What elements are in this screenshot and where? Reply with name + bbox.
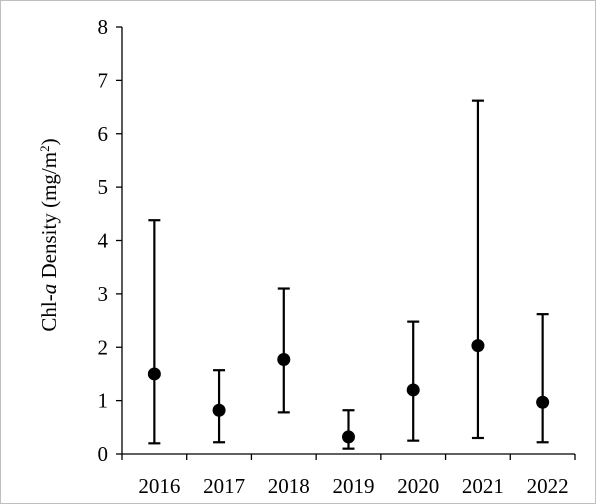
y-axis-label-rest: Density (mg/m bbox=[37, 152, 61, 284]
y-tick-label: 3 bbox=[98, 282, 109, 306]
data-point bbox=[406, 383, 420, 397]
y-tick-label: 0 bbox=[98, 442, 109, 466]
x-tick-label: 2017 bbox=[203, 474, 245, 498]
error-bar bbox=[471, 99, 484, 440]
y-tick-label: 6 bbox=[98, 122, 109, 146]
data-point bbox=[536, 395, 550, 409]
x-tick-label: 2019 bbox=[333, 474, 375, 498]
x-tick-label: 2022 bbox=[527, 474, 569, 498]
y-axis-label-suffix: ) bbox=[37, 138, 61, 145]
data-point bbox=[342, 430, 355, 444]
y-tick-label: 4 bbox=[98, 229, 109, 253]
y-axis-label-superscript: 2 bbox=[37, 145, 52, 152]
y-tick-label: 2 bbox=[98, 335, 109, 359]
error-bar bbox=[407, 320, 420, 442]
x-tick-label: 2016 bbox=[138, 474, 180, 498]
data-point bbox=[212, 403, 226, 417]
y-tick-label: 7 bbox=[98, 68, 109, 92]
x-tick-label: 2021 bbox=[462, 474, 504, 498]
y-tick-label: 8 bbox=[98, 15, 109, 39]
x-tick-label: 2018 bbox=[268, 474, 310, 498]
y-axis-label: Chl-a Density (mg/m2) bbox=[37, 138, 62, 331]
error-bar bbox=[536, 313, 549, 444]
x-tick-label: 2020 bbox=[397, 474, 439, 498]
error-bar bbox=[277, 287, 290, 414]
y-axis-label-prefix: Chl- bbox=[37, 294, 61, 331]
data-point bbox=[277, 353, 291, 367]
y-axis-label-italic: a bbox=[37, 284, 61, 295]
y-tick-label: 1 bbox=[98, 389, 109, 413]
data-point bbox=[471, 339, 485, 353]
data-point bbox=[147, 367, 161, 381]
y-tick-label: 5 bbox=[98, 175, 109, 199]
error-bar bbox=[148, 219, 161, 445]
